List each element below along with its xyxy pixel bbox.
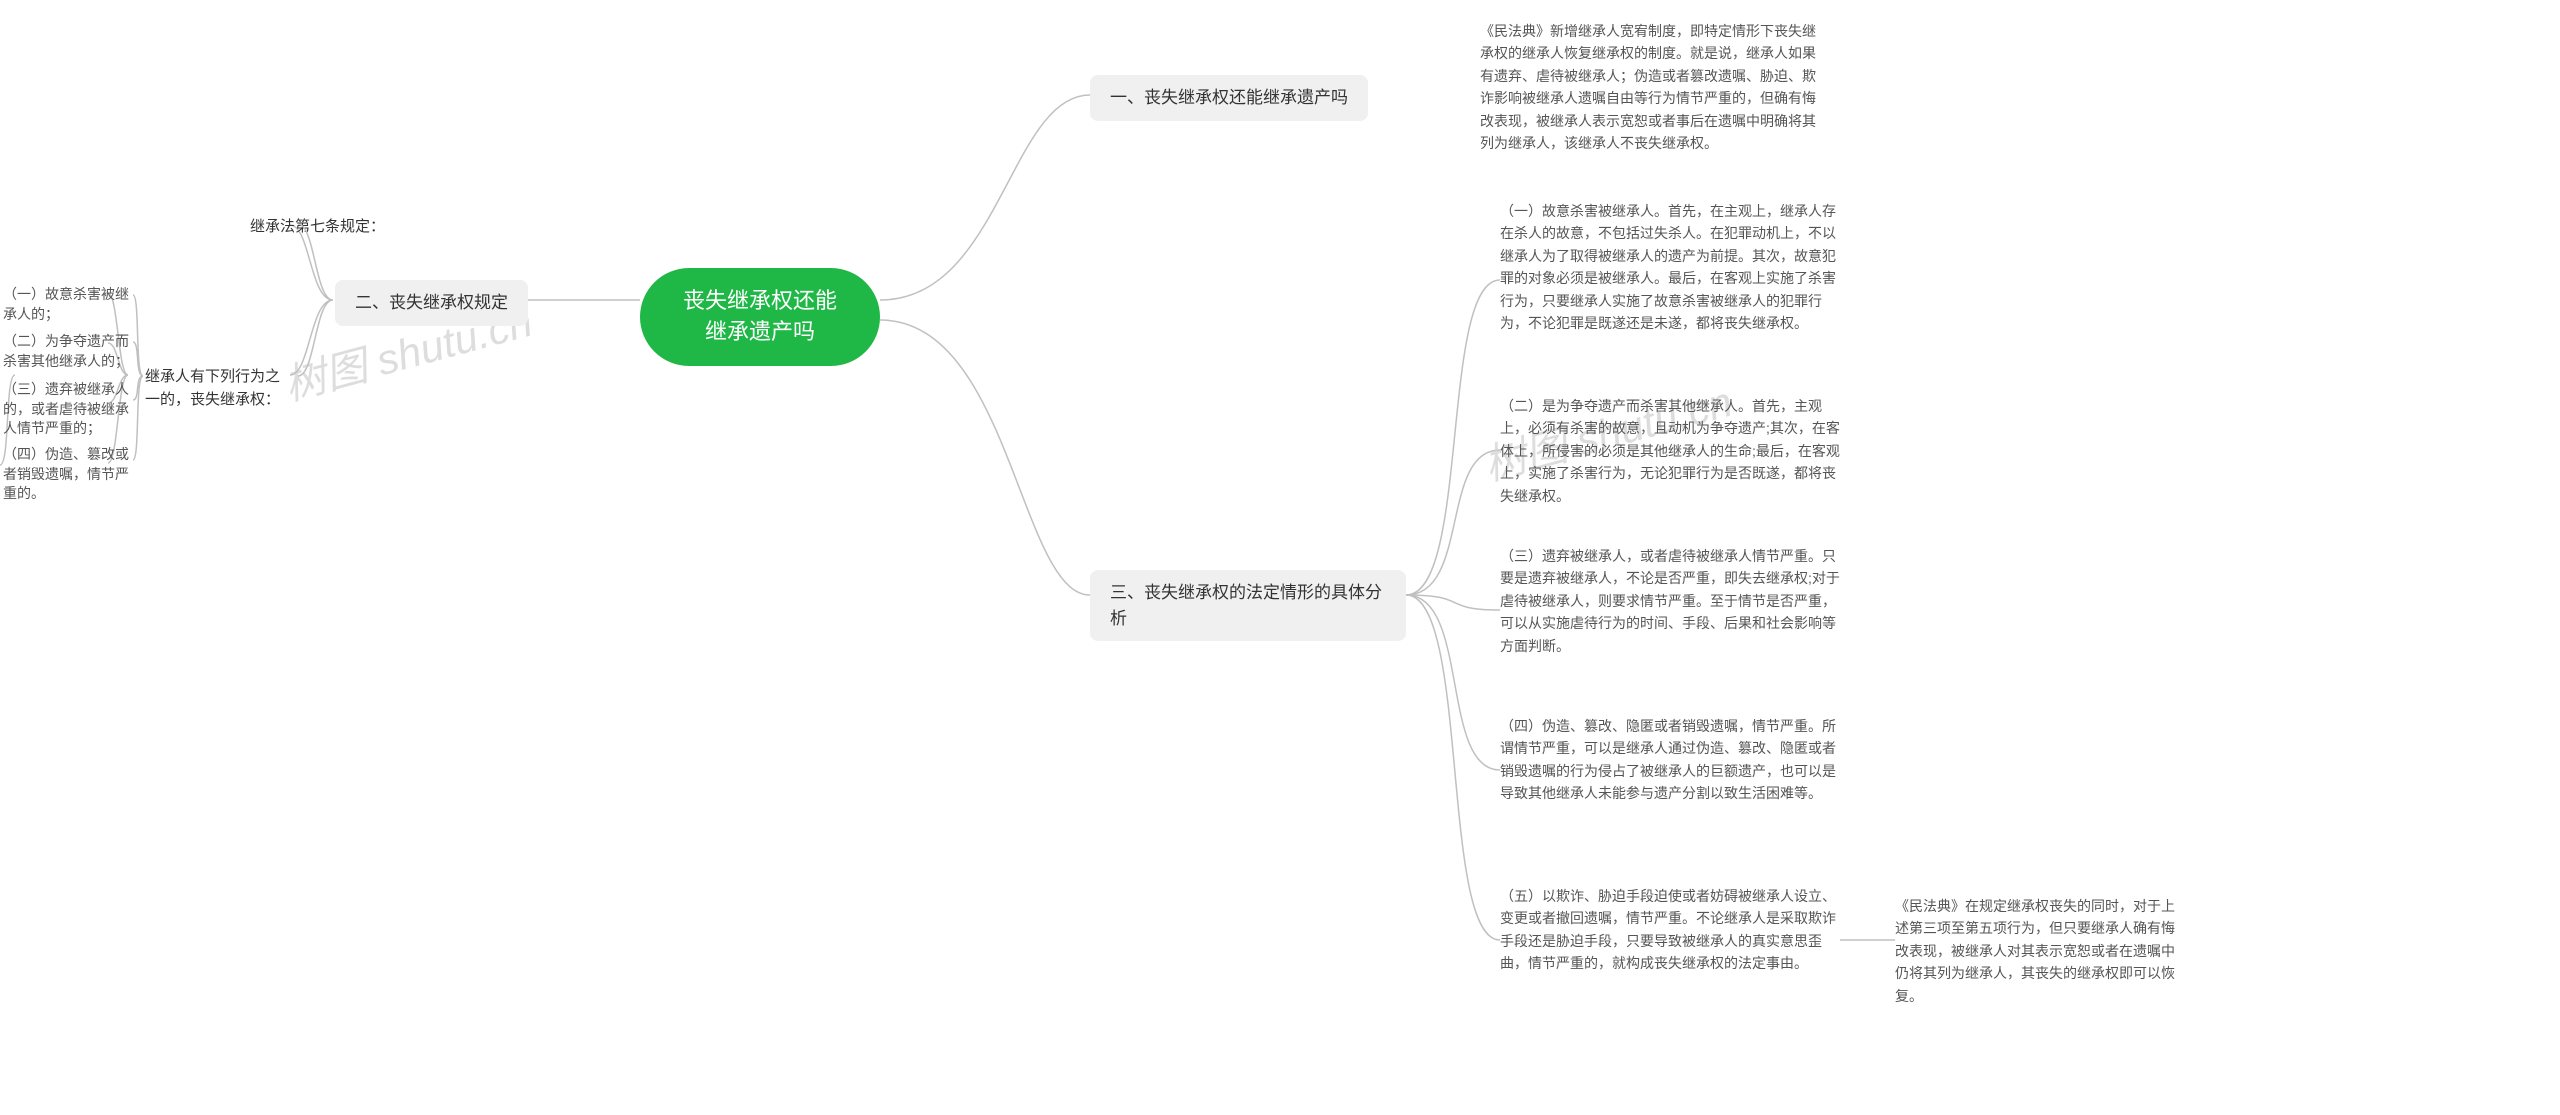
b3-leaf-5: （五）以欺诈、胁迫手段迫使或者妨碍被继承人设立、变更或者撤回遗嘱，情节严重。不论… bbox=[1500, 885, 1840, 975]
L-i4: （四）伪造、篡改或者销毁遗嘱，情节严重的。 bbox=[3, 445, 133, 504]
L-i3: （三）遗弃被继承人的，或者虐待被继承人情节严重的； bbox=[3, 380, 133, 439]
L-i2: （二）为争夺遗产而杀害其他继承人的； bbox=[3, 332, 133, 371]
branch-1: 一、丧失继承权还能继承遗产吗 bbox=[1090, 75, 1368, 121]
b3-leaf-1: （一）故意杀害被继承人。首先，在主观上，继承人存在杀人的故意，不包括过失杀人。在… bbox=[1500, 200, 1840, 334]
L-i1: （一）故意杀害被继承人的； bbox=[3, 285, 133, 324]
branch-2: 二、丧失继承权规定 bbox=[335, 280, 528, 326]
branch-1-leaf: 《民法典》新增继承人宽宥制度，即特定情形下丧失继承权的继承人恢复继承权的制度。就… bbox=[1480, 20, 1820, 154]
b3-leaf-3: （三）遗弃被继承人，或者虐待被继承人情节严重。只要是遗弃被继承人，不论是否严重，… bbox=[1500, 545, 1840, 657]
b3-leaf-4: （四）伪造、篡改、隐匿或者销毁遗嘱，情节严重。所谓情节严重，可以是继承人通过伪造… bbox=[1500, 715, 1840, 805]
b3-leaf-5-extra: 《民法典》在规定继承权丧失的同时，对于上述第三项至第五项行为，但只要继承人确有悔… bbox=[1895, 895, 2185, 1007]
center-node: 丧失继承权还能继承遗产吗 bbox=[640, 268, 880, 366]
branch-3: 三、丧失继承权的法定情形的具体分析 bbox=[1090, 570, 1406, 641]
L-sub1: 继承法第七条规定： bbox=[250, 216, 385, 239]
L-sub2: 继承人有下列行为之一的，丧失继承权： bbox=[145, 366, 290, 411]
b3-leaf-2: （二）是为争夺遗产而杀害其他继承人。首先，主观上，必须有杀害的故意，且动机为争夺… bbox=[1500, 395, 1840, 507]
